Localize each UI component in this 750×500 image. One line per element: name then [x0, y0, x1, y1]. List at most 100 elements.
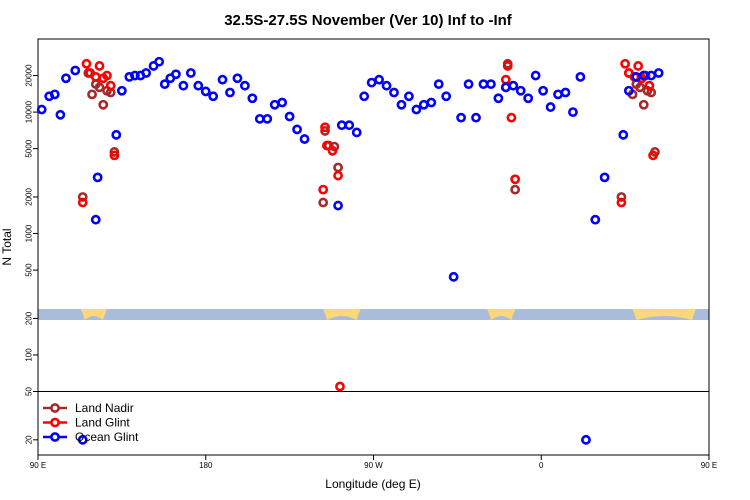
ocean-glint-point: [208, 91, 219, 102]
ocean-glint-point: [292, 124, 302, 135]
plot-frame: [37, 38, 710, 456]
ocean-glint-point: [500, 82, 511, 93]
y-tick-label: 20: [25, 435, 34, 444]
ocean-glint-point: [61, 73, 71, 84]
ocean-glint-point: [374, 74, 384, 85]
ocean-glint-point: [381, 80, 392, 91]
land-glint-point: [109, 150, 120, 161]
ocean-glint-point: [225, 87, 235, 98]
x-axis: 90 E 180 90 W 0 90 E: [30, 455, 717, 470]
land-glint-point: [90, 71, 101, 82]
ocean-glint-point: [441, 91, 452, 102]
ocean-glint-point: [277, 97, 288, 108]
land-glint-point: [335, 381, 345, 392]
land-glint-point: [616, 197, 627, 208]
ocean-glint-point: [200, 86, 211, 97]
land-nadir-point: [616, 192, 627, 202]
ocean-glint-point: [130, 70, 140, 81]
ocean-glint-point: [92, 172, 103, 183]
ocean-glint-point: [433, 79, 444, 90]
land-glint-point: [322, 140, 332, 151]
land-glint-point: [77, 197, 88, 208]
ocean-glint-point: [523, 93, 534, 104]
y-tick-label: 20000: [25, 64, 34, 87]
ocean-glint-point: [508, 80, 519, 91]
ocean-glint-point: [77, 434, 88, 445]
ocean-glint-point: [581, 434, 591, 445]
legend-label: Land Glint: [75, 416, 130, 430]
ocean-band: [38, 309, 709, 320]
y-tick-label: 50: [25, 387, 34, 396]
land-segment: [323, 309, 361, 320]
ocean-glint-point: [515, 85, 526, 96]
ocean-glint-point: [70, 65, 81, 76]
land-segment: [632, 309, 696, 320]
ocean-glint-point: [284, 111, 295, 122]
ocean-glint-point: [351, 127, 362, 138]
land-segment: [80, 309, 107, 320]
ocean-glint-point: [141, 68, 152, 78]
ocean-glint-point: [154, 56, 165, 67]
ocean-glint-point: [116, 85, 127, 96]
y-tick-label: 1000: [25, 224, 34, 242]
ocean-glint-point: [299, 134, 310, 144]
ocean-glint-point: [463, 79, 474, 90]
land-glint-point: [500, 74, 511, 85]
ocean-glint-point: [538, 85, 549, 96]
ocean-glint-point: [404, 91, 414, 102]
ocean-glint-point: [217, 74, 228, 85]
ocean-glint-point: [359, 91, 370, 102]
legend-marker: [50, 417, 60, 428]
land-nadir-point: [87, 89, 97, 100]
land-nadir-point: [98, 99, 109, 110]
y-tick-label: 200: [25, 311, 34, 325]
land-ocean-band: [38, 309, 709, 320]
land-glint-point: [506, 112, 517, 123]
land-glint-point: [510, 174, 521, 185]
land-glint-point: [102, 70, 112, 81]
x-tick-label: 180: [199, 461, 213, 470]
ocean-glint-point: [254, 113, 265, 124]
land-glint-point: [105, 80, 116, 91]
land-glint-point: [94, 61, 105, 71]
land-nadir-point: [77, 192, 88, 202]
ocean-glint-point: [560, 87, 571, 98]
land-glint-point: [318, 184, 329, 195]
land-segment: [487, 309, 516, 320]
ocean-glint-point: [185, 68, 196, 78]
ocean-glint-point: [486, 79, 496, 90]
land-nadir-point: [333, 162, 343, 173]
ocean-glint-point: [653, 68, 664, 78]
ocean-glint-point: [232, 73, 243, 84]
land-glint-point: [502, 61, 513, 71]
land-glint-point: [644, 80, 655, 91]
ocean-glint-point: [111, 129, 122, 140]
ocean-glint-point: [646, 70, 657, 81]
y-tick-label: 5000: [25, 139, 34, 157]
ocean-glint-point: [269, 99, 280, 110]
ocean-glint-point: [448, 271, 459, 282]
ocean-glint-point: [411, 104, 422, 115]
ocean-glint-point: [493, 93, 504, 104]
ocean-glint-point: [239, 80, 250, 91]
land-glint-point: [620, 58, 631, 69]
chart-title: 32.5S-27.5S November (Ver 10) Inf to -In…: [224, 12, 513, 29]
ocean-glint-point: [575, 71, 586, 82]
land-glint-point: [333, 170, 343, 181]
ocean-glint-point: [553, 89, 563, 100]
y-axis: 20 50 100 200 500 1000 2000 5000 10000 20000: [25, 64, 38, 444]
ocean-glint-point: [36, 104, 47, 115]
ocean-glint-point: [418, 99, 429, 110]
land-nadir-point: [94, 82, 105, 93]
ocean-glint-point: [49, 89, 60, 100]
ocean-glint-point: [599, 172, 610, 183]
ocean-glint-point: [366, 77, 377, 88]
y-axis-label: N Total: [0, 228, 14, 265]
ocean-glint-point: [456, 112, 467, 123]
ocean-glint-point: [55, 109, 66, 120]
land-nadir-point: [109, 147, 120, 157]
legend-marker: [50, 432, 60, 442]
x-tick-label: 90 W: [364, 461, 383, 470]
